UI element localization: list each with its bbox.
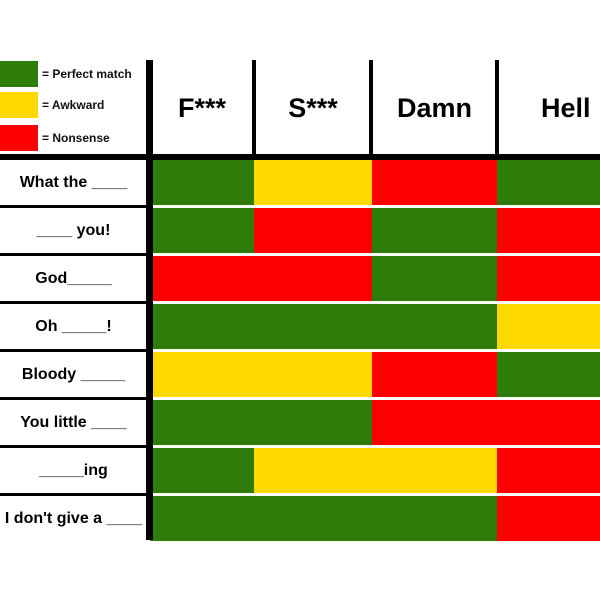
cell-4-2 [372,352,497,397]
grid-line-row-1 [0,205,150,208]
cell-6-2 [372,448,497,493]
cell-0-1 [254,160,372,205]
grid-line-vertical-1 [369,60,373,160]
cell-5-3 [497,400,600,445]
legend-swatch-perfect [0,61,38,87]
cell-1-3 [497,208,600,253]
row-label-7: I don't give a ____ [4,510,143,527]
legend-label-perfect: = Perfect match [42,67,132,81]
row-label-1: ____ you! [36,222,111,239]
legend-item-nonsense: = Nonsense [0,125,110,151]
cell-2-2 [372,256,497,301]
legend-label-awkward: = Awkward [42,98,105,112]
column-header-2: Damn [396,92,472,123]
cell-4-0 [150,352,254,397]
cell-7-1 [254,496,372,541]
cell-5-1 [254,400,372,445]
grid-line-row-2 [0,253,150,256]
grid-line-main-horizontal [0,154,600,160]
grid-line-row-4 [0,349,150,352]
column-header-3: Hell [541,92,591,123]
row-label-0: What the ____ [19,174,128,191]
grid-line-vertical-0 [252,60,256,160]
cell-2-0 [150,256,254,301]
row-label-6: _____ing [39,462,108,479]
cell-3-1 [254,304,372,349]
cell-1-0 [150,208,254,253]
row-label-4: Bloody _____ [21,366,126,383]
cell-0-3 [497,160,600,205]
cell-7-3 [497,496,600,541]
cell-0-2 [372,160,497,205]
cell-1-2 [372,208,497,253]
legend-item-awkward: = Awkward [0,92,104,118]
cell-4-1 [254,352,372,397]
row-label-2: God_____ [35,270,112,287]
cell-2-3 [497,256,600,301]
column-header-1: S*** [288,92,338,123]
row-label-5: You little ____ [20,414,127,431]
column-header-0: F*** [177,92,226,123]
legend-swatch-awkward [0,92,38,118]
cell-7-2 [372,496,497,541]
legend-swatch-nonsense [0,125,38,151]
legend-item-perfect: = Perfect match [0,61,132,87]
grid-line-row-5 [0,397,150,400]
grid-line-row-6 [0,445,150,448]
cell-2-1 [254,256,372,301]
cell-5-0 [150,400,254,445]
cell-1-1 [254,208,372,253]
cell-7-0 [150,496,254,541]
cell-6-0 [150,448,254,493]
grid-line-main-vertical [146,60,153,540]
cell-0-0 [150,160,254,205]
grid-line-row-3 [0,301,150,304]
row-label-3: Oh _____! [35,318,112,335]
cell-3-0 [150,304,254,349]
cell-5-2 [372,400,497,445]
cell-3-3 [497,304,600,349]
grid-line-row-7 [0,493,150,496]
legend-label-nonsense: = Nonsense [42,131,110,145]
cell-6-3 [497,448,600,493]
grid-line-vertical-2 [495,60,499,160]
cell-4-3 [497,352,600,397]
cell-6-1 [254,448,372,493]
cell-3-2 [372,304,497,349]
